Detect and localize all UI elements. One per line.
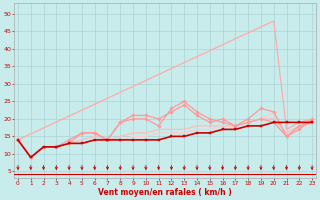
X-axis label: Vent moyen/en rafales ( km/h ): Vent moyen/en rafales ( km/h ): [98, 188, 232, 197]
